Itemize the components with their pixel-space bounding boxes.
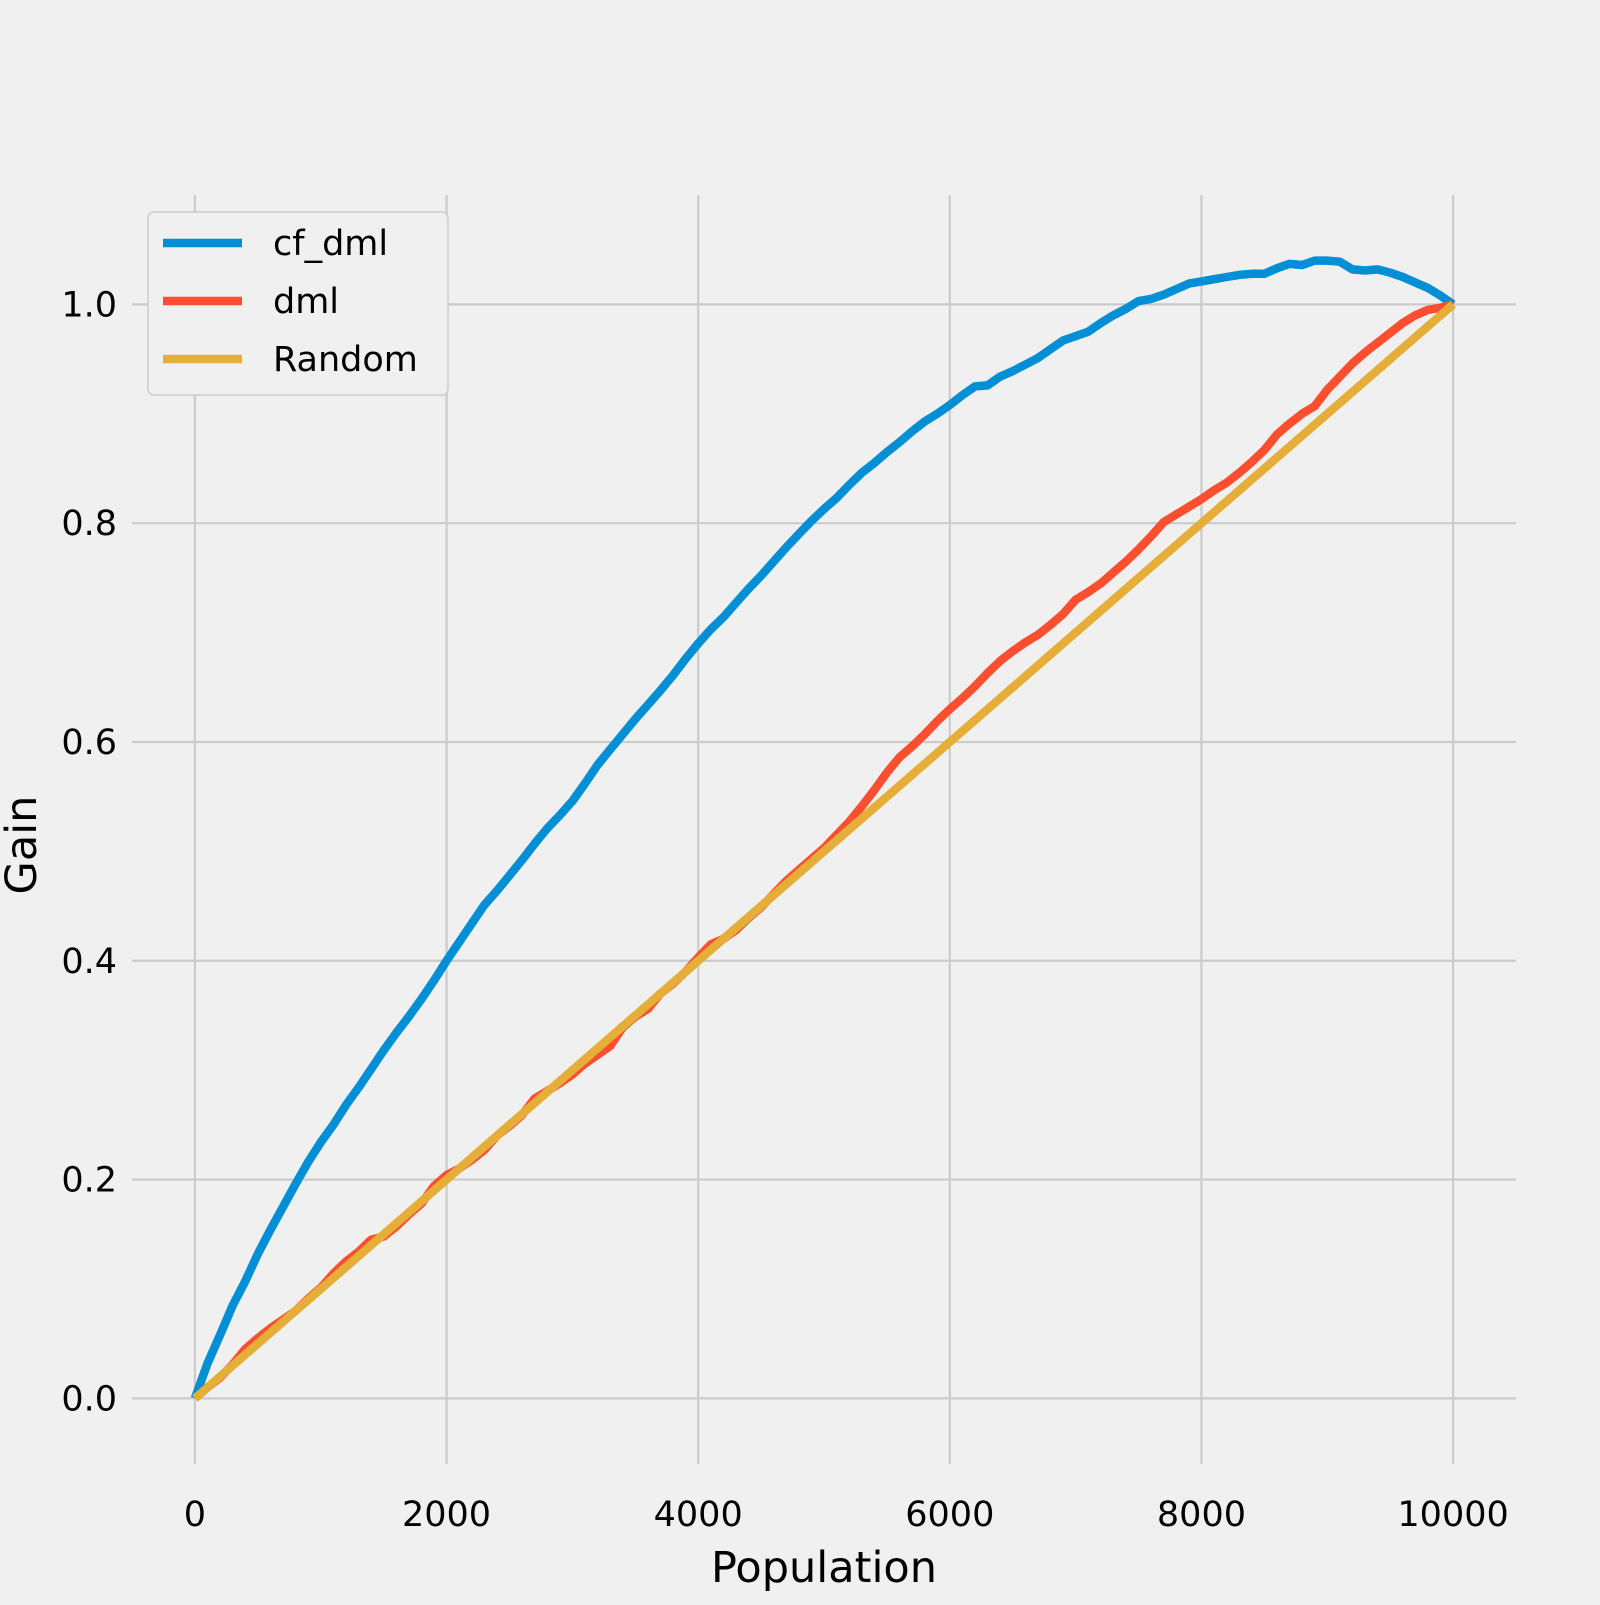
y-tick-label: 1.0 <box>61 285 117 325</box>
y-tick-label: 0.6 <box>61 723 117 763</box>
y-tick-label: 0.0 <box>61 1379 117 1419</box>
y-axis-label: Gain <box>0 796 47 895</box>
y-tick-label: 0.8 <box>61 504 117 544</box>
x-tick-label: 2000 <box>402 1495 491 1535</box>
legend-box <box>147 211 449 396</box>
x-tick-label: 6000 <box>905 1495 994 1535</box>
series-line-random <box>192 301 1456 1402</box>
legend-label: Random <box>273 340 418 380</box>
legend-label: dml <box>273 282 339 322</box>
x-axis-label: Population <box>711 1543 937 1593</box>
y-tick-label: 0.4 <box>61 942 117 982</box>
y-tick-label: 0.2 <box>61 1161 117 1201</box>
series-line-cf-dml <box>190 256 1456 1400</box>
tick-labels: 0 2000 4000 6000 8000 10000 0.0 0.2 0.4 0.6 0.8 1.0 <box>61 285 1508 1535</box>
grid <box>132 195 1516 1464</box>
x-tick-label: 8000 <box>1157 1495 1246 1535</box>
x-tick-label: 0 <box>184 1495 206 1535</box>
legend-label: cf_dml <box>273 224 388 264</box>
x-tick-label: 4000 <box>654 1495 743 1535</box>
series-lines <box>190 256 1456 1402</box>
x-tick-label: 10000 <box>1397 1495 1508 1535</box>
